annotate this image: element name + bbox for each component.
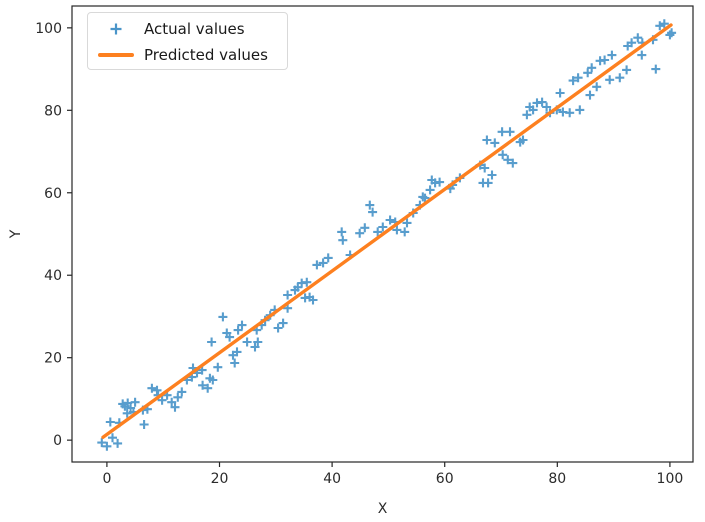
y-tick-label: 40 [44, 268, 62, 284]
y-tick-label: 80 [44, 103, 62, 119]
legend: Actual values Predicted values [87, 12, 288, 70]
plus-marker-icon [88, 22, 144, 36]
x-tick-label: 100 [657, 471, 684, 487]
legend-item-predicted-values: Predicted values [88, 42, 287, 68]
y-tick-label: 0 [53, 433, 62, 449]
y-tick-label: 20 [44, 351, 62, 367]
line-marker-icon [88, 53, 144, 57]
legend-item-actual-values: Actual values [88, 16, 287, 42]
x-tick-label: 40 [323, 471, 341, 487]
y-tick-label: 100 [35, 21, 62, 37]
x-tick-label: 60 [436, 471, 454, 487]
scatter-points-actual-values [97, 19, 677, 451]
x-tick-label: 0 [102, 471, 111, 487]
legend-label-actual-values: Actual values [144, 19, 245, 38]
x-tick-label: 20 [211, 471, 229, 487]
y-tick-label: 60 [44, 186, 62, 202]
regression-line [101, 23, 673, 439]
x-tick-label: 80 [548, 471, 566, 487]
plot-border [71, 5, 694, 463]
legend-label-predicted-values: Predicted values [144, 45, 268, 64]
y-axis-label: Y [8, 229, 24, 239]
x-axis-label: X [378, 501, 388, 517]
